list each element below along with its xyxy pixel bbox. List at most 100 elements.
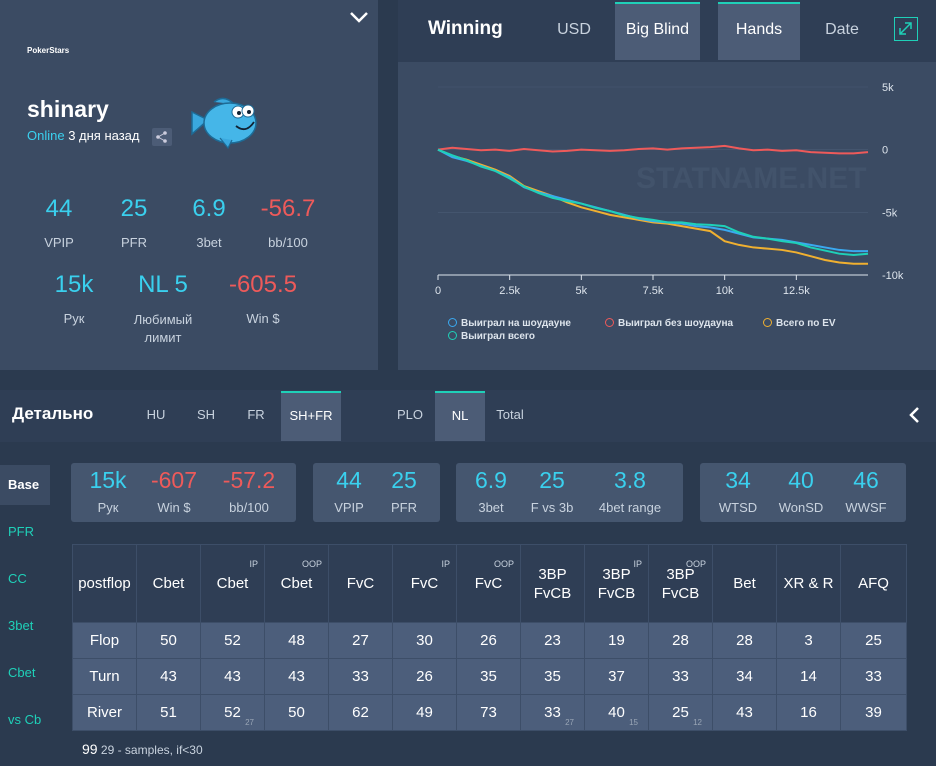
box-wonsd-label: WonSD [778, 500, 824, 515]
table-header-cell[interactable]: 3BP FvCB [520, 544, 585, 623]
header-label: Cbet [152, 575, 185, 592]
cell-value: 35 [544, 668, 561, 685]
box-fvs3b-label: F vs 3b [530, 500, 574, 515]
table-header-cell[interactable]: FvC [328, 544, 393, 623]
cell-value: 28 [736, 632, 753, 649]
table-cell: 52 [200, 622, 265, 659]
side-tab-cc[interactable]: CC [8, 571, 27, 586]
table-header-cell[interactable]: 3BP FvCB OOP [648, 544, 713, 623]
profile-stat-value-win: -605.5 [228, 271, 298, 298]
table-header-cell[interactable]: XR & R [776, 544, 841, 623]
table-header-cell[interactable]: AFQ [840, 544, 907, 623]
tab-sh[interactable]: SH [196, 407, 216, 422]
table-cell: 39 [840, 694, 907, 731]
table-cell: 25 [840, 622, 907, 659]
box-wtsd-value: 34 [725, 467, 751, 493]
tab-total[interactable]: Total [496, 407, 524, 422]
back-icon[interactable] [906, 405, 922, 425]
profile-stat-value-3bet: 6.9 [192, 195, 226, 222]
profile-stat-value-limit: NL 5 [138, 271, 188, 298]
expand-icon[interactable] [894, 17, 918, 41]
table-header-cell[interactable]: FvC OOP [456, 544, 521, 623]
table-header-cell[interactable]: FvC IP [392, 544, 457, 623]
table-header-cell[interactable]: Cbet [136, 544, 201, 623]
stat-box-general [71, 463, 296, 522]
series-line-1 [437, 144, 869, 155]
chart-watermark: STATNAME.NET [636, 162, 867, 195]
header-position-tag: OOP [493, 559, 514, 569]
profile-stat-label-limit: Любимый лимит [133, 312, 193, 345]
tab-date[interactable]: Date [825, 21, 859, 38]
profile-stat-value-pfr: 25 [120, 195, 148, 222]
cell-value: 33 [865, 668, 882, 685]
side-tab-cbet[interactable]: Cbet [8, 665, 36, 680]
header-position-tag: OOP [301, 559, 322, 569]
header-label: AFQ [858, 575, 889, 592]
table-header-cell[interactable]: 3BP FvCB IP [584, 544, 649, 623]
cell-value: 26 [416, 668, 433, 685]
table-header-cell[interactable]: Bet [712, 544, 777, 623]
side-tab-vs-cb[interactable]: vs Cb [8, 712, 42, 727]
side-tab-3bet[interactable]: 3bet [8, 618, 34, 633]
cell-value: 33 [672, 668, 689, 685]
tab-hu[interactable]: HU [146, 407, 166, 422]
side-tab-pfr[interactable]: PFR [8, 524, 34, 539]
side-tab-base[interactable]: Base [0, 465, 50, 505]
x-tick-label: 7.5k [643, 285, 664, 297]
footnote-text: 29 - samples, if<30 [100, 743, 203, 757]
share-icon[interactable] [152, 128, 172, 146]
legend-ev-label: Всего по EV [776, 318, 836, 329]
cell-value: 26 [480, 632, 497, 649]
header-position-tag: IP [633, 559, 642, 569]
x-tick-label: 0 [435, 285, 441, 297]
header-label: Bet [733, 575, 756, 592]
cell-value: 23 [544, 632, 561, 649]
legend-total[interactable]: Выиграл всего [448, 331, 535, 342]
cell-value: 52 [224, 704, 241, 721]
table-cell: 43 [712, 694, 777, 731]
profile-panel: PokerStars shinary Online 3 дня назад 44… [0, 0, 378, 370]
legend-nonshowdown[interactable]: Выиграл без шоудауна [605, 318, 733, 329]
online-ago: 3 дня назад [68, 128, 140, 143]
tab-hands[interactable]: Hands [718, 2, 800, 60]
tab-usd[interactable]: USD [557, 21, 591, 38]
box-win-label: Win $ [157, 500, 191, 515]
cell-value: 51 [160, 704, 177, 721]
footnote: 99 29 - samples, if<30 [82, 741, 203, 757]
table-cell: 33 [328, 658, 393, 695]
tab-nl[interactable]: NL [435, 391, 485, 441]
cell-value: 39 [865, 704, 882, 721]
box-pfr-label: PFR [391, 500, 417, 515]
table-header-cell[interactable]: postflop [72, 544, 137, 623]
tab-sh-fr[interactable]: SH+FR [281, 391, 341, 441]
header-position-tag: IP [249, 559, 258, 569]
table-header-cell[interactable]: Cbet IP [200, 544, 265, 623]
legend-showdown[interactable]: Выиграл на шоудауне [448, 318, 571, 329]
table-header-cell[interactable]: Cbet OOP [264, 544, 329, 623]
header-label: XR & R [783, 575, 834, 592]
table-cell: 33 [648, 658, 713, 695]
profile-stat-label-bb100: bb/100 [268, 235, 308, 250]
series-line-3 [437, 148, 869, 256]
table-cell: 40 15 [584, 694, 649, 731]
header-label: Cbet [216, 575, 249, 592]
profile-stat-value-bb100: -56.7 [260, 195, 316, 222]
box-win-value: -607 [150, 467, 198, 493]
box-pfr-value: 25 [391, 467, 417, 493]
box-bb100-value: -57.2 [222, 467, 276, 493]
header-label: 3BP FvCB [597, 565, 636, 602]
tab-plo[interactable]: PLO [396, 407, 423, 422]
cell-value: 25 [672, 704, 689, 721]
legend-total-label: Выиграл всего [461, 331, 536, 342]
table-cell: 30 [392, 622, 457, 659]
collapse-icon[interactable] [348, 8, 370, 26]
legend-ev[interactable]: Всего по EV [763, 318, 836, 329]
winnings-chart: STATNAME.NET 5k 0 -5k -10k 0 2.5k 5k 7.5k 10k 12.… [435, 82, 904, 297]
box-vpip-label: VPIP [334, 500, 364, 515]
tab-fr[interactable]: FR [247, 407, 265, 422]
footnote-num: 99 [82, 741, 98, 757]
box-wwsf-value: 46 [853, 467, 879, 493]
tab-big-blind[interactable]: Big Blind [615, 2, 700, 60]
cell-value: 33 [352, 668, 369, 685]
table-cell: 35 [520, 658, 585, 695]
